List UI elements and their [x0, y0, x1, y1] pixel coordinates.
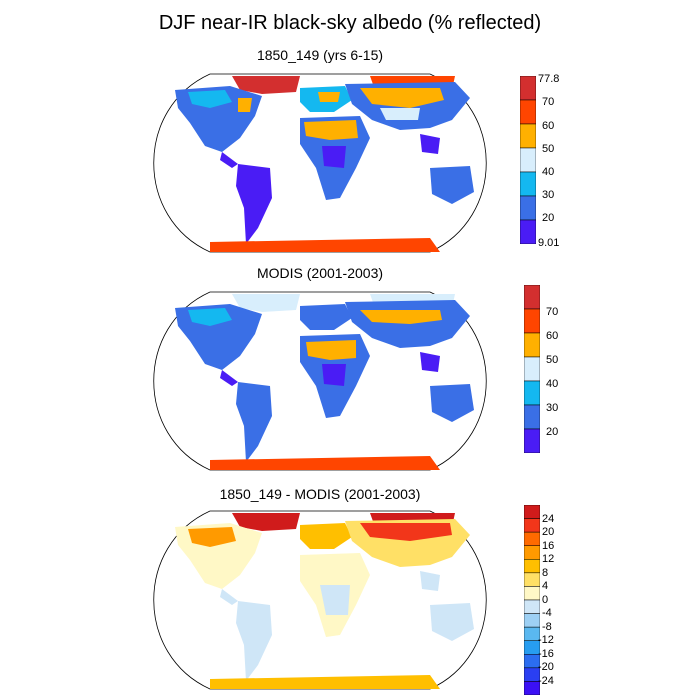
- colorbar-tick-label: 40: [546, 378, 559, 390]
- colorbar-tick-label: -12: [538, 634, 554, 646]
- colorbar-swatch: [520, 76, 536, 101]
- panel-3-title: 1850_149 - MODIS (2001-2003): [219, 486, 421, 502]
- panel-1-map: [153, 73, 487, 253]
- colorbar-tick-label: 16: [542, 540, 555, 552]
- colorbar-swatch: [520, 195, 536, 221]
- colorbar-swatch: [524, 599, 540, 614]
- colorbar-swatch: [520, 99, 536, 125]
- colorbar-swatch: [524, 586, 540, 601]
- colorbar-tick-label: 70: [546, 306, 559, 318]
- colorbar-swatch: [524, 332, 540, 358]
- colorbar-swatch: [524, 356, 540, 382]
- colorbar-swatch: [524, 404, 540, 430]
- colorbar-tick-label: -4: [542, 607, 552, 619]
- colorbar-tick-label: 20: [546, 426, 559, 438]
- panel-2-title: MODIS (2001-2003): [256, 265, 384, 281]
- colorbar-tick-label: 4: [542, 580, 549, 592]
- panel-3-land: [175, 513, 474, 689]
- colorbar-tick-label: 40: [542, 166, 555, 178]
- colorbar-tick-label: 50: [542, 143, 555, 155]
- panel-3-colorbar: [524, 505, 540, 695]
- colorbar-swatch: [520, 147, 536, 173]
- colorbar-tick-label: 24: [542, 513, 555, 525]
- colorbar-tick-label: 0: [542, 594, 549, 606]
- colorbar-tick-label: 20: [542, 212, 555, 224]
- colorbar-swatch: [524, 531, 540, 546]
- panel-2-map: [153, 291, 487, 471]
- colorbar-tick-label: 50: [546, 354, 559, 366]
- colorbar-tick-label: 77.8: [538, 73, 560, 85]
- panel-1-title: 1850_149 (yrs 6-15): [256, 47, 384, 63]
- colorbar-tick-label: 9.01: [538, 237, 560, 249]
- colorbar-swatch: [524, 380, 540, 406]
- colorbar-swatch: [524, 681, 540, 695]
- figure-title: DJF near-IR black-sky albedo (% reflecte…: [158, 12, 542, 34]
- panel-2-colorbar: [524, 285, 540, 453]
- colorbar-tick-label: 60: [546, 330, 559, 342]
- colorbar-swatch: [520, 219, 536, 244]
- colorbar-tick-label: 60: [542, 120, 555, 132]
- colorbar-tick-label: -8: [542, 621, 552, 633]
- panel-1-colorbar: [520, 76, 536, 244]
- colorbar-tick-label: 70: [542, 96, 555, 108]
- colorbar-swatch: [524, 505, 540, 519]
- colorbar-swatch: [524, 308, 540, 334]
- panel-3-map: [153, 510, 487, 690]
- colorbar-swatch: [520, 123, 536, 149]
- colorbar-swatch: [524, 572, 540, 587]
- colorbar-tick-label: -24: [538, 675, 554, 687]
- colorbar-swatch: [524, 545, 540, 560]
- colorbar-tick-label: 30: [546, 402, 559, 414]
- colorbar-swatch: [524, 559, 540, 574]
- colorbar-tick-label: 20: [542, 526, 555, 538]
- colorbar-swatch: [524, 518, 540, 533]
- panel-1-land: [175, 76, 474, 252]
- colorbar-swatch: [520, 171, 536, 197]
- colorbar-tick-label: 8: [542, 567, 549, 579]
- colorbar-swatch: [524, 285, 540, 310]
- colorbar-tick-label: 12: [542, 553, 555, 565]
- colorbar-swatch: [524, 428, 540, 453]
- panel-2-land: [175, 294, 474, 470]
- colorbar-tick-label: -16: [538, 648, 554, 660]
- colorbar-tick-label: 30: [542, 189, 555, 201]
- colorbar-tick-label: -20: [538, 661, 554, 673]
- colorbar-swatch: [524, 613, 540, 628]
